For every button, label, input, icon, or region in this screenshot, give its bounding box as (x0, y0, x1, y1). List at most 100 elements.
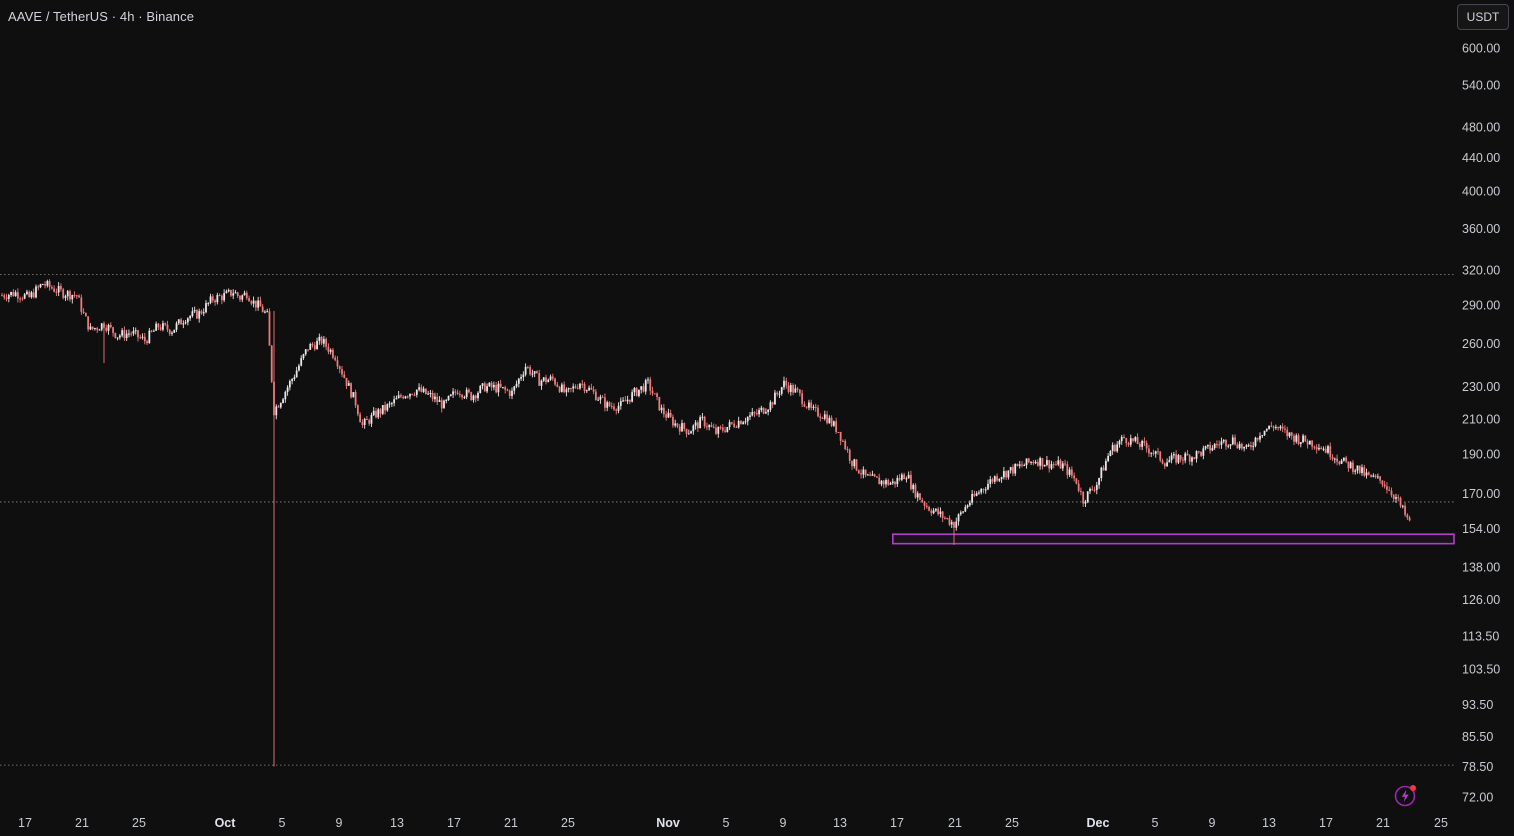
candle-body (465, 389, 468, 397)
candle-body (216, 295, 219, 303)
candle-body (1234, 437, 1236, 445)
candle-body (649, 379, 652, 391)
candle-body (193, 310, 196, 312)
x-tick-label: 5 (723, 816, 730, 830)
candle-body (352, 392, 355, 398)
candle-body (257, 300, 260, 308)
candle-body (950, 522, 953, 525)
y-tick-label: 480.00 (1462, 120, 1500, 134)
candle-body (533, 371, 536, 374)
candle-body (869, 474, 872, 476)
candle-body (445, 399, 448, 401)
candle-body (1050, 464, 1053, 469)
candle-body (1145, 442, 1148, 449)
candle-body (1297, 435, 1300, 445)
candle-body (406, 396, 409, 398)
y-tick-label: 320.00 (1462, 264, 1500, 278)
candle-body (762, 407, 765, 414)
candle-body (821, 418, 824, 420)
candle-body (678, 426, 681, 432)
candle-body (1014, 463, 1017, 474)
candle-body (513, 386, 516, 391)
candle-body (139, 337, 142, 339)
candle-body (1356, 465, 1359, 471)
candle-body (898, 477, 901, 480)
candle-body (742, 422, 745, 425)
candle-body (98, 329, 101, 331)
candle-body (141, 336, 144, 338)
candle-body (696, 422, 699, 429)
candle-body (322, 338, 325, 344)
y-tick-label: 230.00 (1462, 380, 1500, 394)
candle-body (749, 415, 751, 418)
candle-body (1104, 461, 1107, 471)
candle-body (345, 377, 348, 386)
candle-body (1061, 463, 1064, 469)
x-tick-label: 17 (1319, 816, 1333, 830)
candle-body (728, 422, 731, 427)
candle-body (1111, 444, 1114, 451)
candle-body (211, 296, 214, 301)
candle-body (934, 508, 937, 511)
candle-body (96, 328, 99, 330)
candle-body (805, 406, 808, 408)
candle-body (384, 405, 386, 411)
candle-body (540, 380, 543, 386)
candle-body (891, 481, 894, 484)
candle-body (332, 349, 334, 358)
x-tick-label: Nov (656, 816, 680, 830)
candle-body (687, 433, 690, 435)
y-tick-label: 210.00 (1462, 412, 1500, 426)
candle-body (966, 505, 969, 508)
candle-body (336, 360, 339, 367)
candle-body (1043, 464, 1046, 467)
candle-body (590, 387, 593, 390)
y-tick-label: 600.00 (1462, 42, 1500, 56)
y-tick-label: 190.00 (1462, 448, 1500, 462)
candle-body (449, 394, 452, 396)
candle-body (409, 393, 411, 397)
x-tick-label: 25 (1434, 816, 1448, 830)
candle-body (1365, 472, 1368, 476)
x-tick-label: 9 (780, 816, 787, 830)
candle-body (227, 289, 230, 292)
lightning-bolt-icon[interactable] (1394, 783, 1418, 807)
candle-body (758, 410, 760, 415)
candle-body (1299, 442, 1302, 445)
candle-body (413, 394, 416, 396)
y-tick-label: 154.00 (1462, 522, 1500, 536)
candle-body (962, 511, 964, 513)
candle-body (440, 400, 443, 409)
candle-body (205, 303, 207, 313)
candle-body (103, 323, 105, 328)
candle-body (522, 374, 525, 378)
candle-body (644, 380, 647, 392)
candle-body (1206, 444, 1209, 447)
candle-body (300, 358, 303, 366)
candle-body (914, 484, 917, 498)
candle-body (975, 493, 978, 496)
candle-body (1263, 430, 1266, 436)
candle-body (1363, 467, 1366, 476)
candle-body (114, 332, 117, 338)
candle-body (1123, 436, 1125, 439)
candle-body (1336, 458, 1338, 462)
candle-body (882, 480, 885, 485)
candle-body (855, 459, 858, 471)
candle-body (1200, 451, 1202, 456)
candle-body (1143, 440, 1146, 443)
candle-body (431, 393, 434, 400)
candle-body (889, 483, 892, 485)
candle-body (538, 373, 541, 386)
y-tick-label: 72.00 (1462, 791, 1493, 805)
candle-body (570, 388, 572, 390)
candle-body (982, 489, 985, 491)
candle-body (1132, 438, 1134, 441)
candle-body (343, 374, 346, 378)
candle-body (685, 428, 688, 434)
candle-body (130, 333, 133, 335)
candle-body (239, 296, 241, 300)
x-tick-label: 25 (1005, 816, 1019, 830)
currency-button[interactable]: USDT (1457, 4, 1509, 30)
